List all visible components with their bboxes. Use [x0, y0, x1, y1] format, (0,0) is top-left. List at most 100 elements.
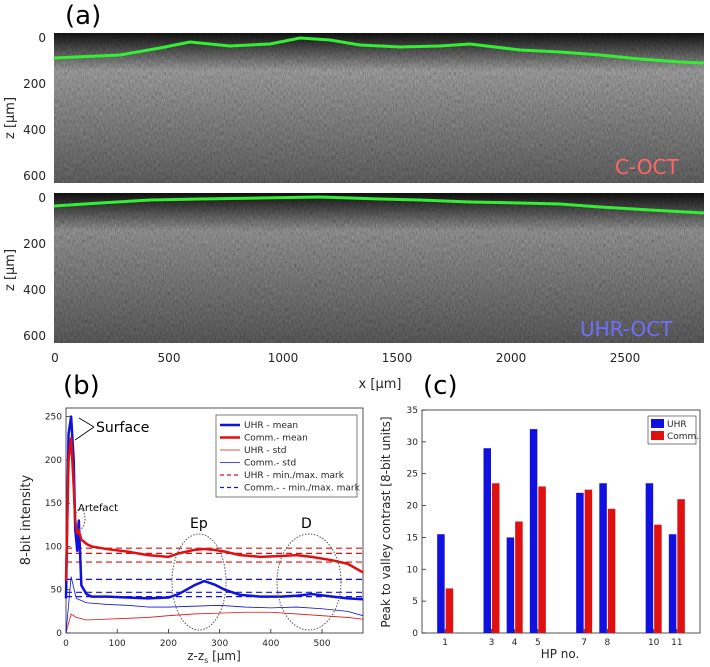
- ytick-b-250: 250: [45, 413, 62, 423]
- legend-b-label-2: UHR - std: [244, 446, 287, 456]
- xtick-c-7: 7: [581, 638, 587, 648]
- bar-plot-c: 0 5 10 15 20 25 30 35 1 3 4 5 7 8 10 11: [407, 406, 701, 648]
- ytick-bottom-200: 200: [23, 237, 46, 251]
- ytick-c-25: 25: [407, 470, 418, 480]
- ytick-bottom-600: 600: [23, 329, 46, 343]
- ytick-c-5: 5: [412, 597, 418, 607]
- annotation-surface-pointer: [78, 417, 95, 428]
- xtick-b-400: 400: [262, 639, 279, 649]
- xtick-c-11: 11: [671, 638, 682, 648]
- annotation-surface: Surface: [96, 420, 149, 436]
- panel-c-ylabel: Peak to valley contrast [8-bit units]: [379, 416, 393, 627]
- uhroct-image: UHR-OCT: [53, 193, 705, 343]
- coct-surface-line: [53, 36, 705, 65]
- bar-uhr-hp-3: [483, 448, 491, 633]
- xtick-c-5: 5: [535, 638, 541, 648]
- bar-uhr-hp-11: [668, 534, 677, 633]
- artefact-ellipse: [74, 508, 86, 530]
- annotation-surface-pointer-2: [74, 426, 95, 441]
- bar-uhr-hp-4: [506, 537, 515, 633]
- legend-b-label-5: Comm.- - min./max. mark: [244, 484, 361, 494]
- ytick-bottom-0: 0: [38, 191, 46, 205]
- xtick-a-2000: 2000: [496, 351, 527, 365]
- bar-comm-hp-8: [607, 508, 616, 633]
- bar-uhr-hp-7: [576, 492, 584, 633]
- panel-a-ylabel-top: z [μm]: [3, 97, 18, 139]
- ytick-c-35: 35: [407, 406, 418, 416]
- d-ellipse: [276, 533, 342, 631]
- xtick-b-0: 0: [63, 639, 69, 649]
- xtick-a-0: 0: [51, 351, 59, 365]
- ytick-top-200: 200: [23, 77, 46, 91]
- xtick-a-1000: 1000: [268, 351, 299, 365]
- bar-uhr-hp-1: [437, 534, 445, 633]
- bar-uhr-hp-10: [645, 483, 654, 633]
- xtick-c-10: 10: [648, 638, 660, 648]
- xtick-a-1500: 1500: [382, 351, 413, 365]
- legend-c-uhr-swatch: [651, 419, 664, 428]
- annotation-d: D: [301, 516, 312, 532]
- ytick-c-20: 20: [407, 502, 419, 512]
- legend-b-label-4: UHR - min./max. mark: [244, 471, 345, 481]
- ytick-b-100: 100: [45, 542, 62, 552]
- legend-b-label-1: Comm.- mean: [244, 434, 308, 444]
- ytick-top-400: 400: [23, 123, 46, 137]
- panel-a-xlabel: x [μm]: [359, 377, 402, 392]
- bar-comm-hp-1: [445, 588, 454, 633]
- ytick-b-50: 50: [51, 586, 63, 596]
- ytick-c-30: 30: [407, 438, 419, 448]
- panel-a-ylabel-bottom: z [μm]: [3, 249, 18, 291]
- line-plot-b: 0 100 200 300 400 500 0 50 100 150 200 250: [45, 407, 364, 649]
- legend-c-comm-label: Comm.: [667, 432, 699, 442]
- panel-a-yaxis-top: 0 200 400 600 z [μm]: [3, 31, 46, 183]
- panel-b-ylabel: 8-bit intensity: [19, 474, 34, 565]
- xtick-b-500: 500: [313, 639, 330, 649]
- ytick-top-600: 600: [23, 169, 46, 183]
- ep-ellipse: [171, 533, 227, 631]
- bar-comm-hp-5: [538, 486, 546, 633]
- ytick-c-0: 0: [412, 629, 418, 639]
- legend-c-uhr-label: UHR: [667, 420, 687, 430]
- xtick-c-3: 3: [489, 638, 495, 648]
- ytick-b-0: 0: [56, 629, 62, 639]
- bar-comm-hp-10: [654, 524, 662, 633]
- panel-b-label: (b): [63, 371, 100, 401]
- legend-c: UHR Comm.: [647, 415, 699, 445]
- xtick-b-300: 300: [211, 639, 228, 649]
- xtick-c-1: 1: [442, 638, 448, 648]
- legend-b: UHR - mean Comm.- mean UHR - std Comm.- std…: [215, 414, 361, 498]
- bar-comm-hp-7: [584, 489, 593, 633]
- xtick-c-8: 8: [604, 638, 610, 648]
- uhroct-surface-line: [53, 195, 705, 215]
- series-line-0: [64, 415, 364, 601]
- uhroct-label: UHR-OCT: [580, 317, 673, 341]
- xtick-a-500: 500: [158, 351, 181, 365]
- bar-uhr-hp-8: [599, 483, 607, 633]
- coct-image: C-OCT: [53, 33, 705, 183]
- panel-a-xaxis: 0 500 1000 1500 2000 2500 x [μm]: [51, 351, 640, 392]
- xtick-b-100: 100: [109, 639, 126, 649]
- annotation-artefact: Artefact: [78, 503, 118, 514]
- series-line-2: [65, 611, 364, 634]
- legend-c-comm-swatch: [651, 431, 664, 440]
- ytick-c-10: 10: [407, 565, 419, 575]
- panel-b-xlabel: z-zs [μm]: [187, 649, 241, 665]
- ytick-top-0: 0: [38, 31, 46, 45]
- bar-uhr-hp-5: [529, 429, 538, 633]
- xtick-a-2500: 2500: [610, 351, 641, 365]
- panel-a-label: (a): [65, 1, 101, 31]
- annotation-ep: Ep: [190, 516, 208, 532]
- bar-comm-hp-11: [677, 499, 685, 633]
- panel-c-xlabel: HP no.: [541, 647, 580, 661]
- series-line-3: [65, 576, 364, 634]
- coct-label: C-OCT: [615, 155, 679, 179]
- bar-comm-hp-3: [492, 483, 500, 633]
- xtick-b-200: 200: [160, 639, 177, 649]
- legend-b-label-0: UHR - mean: [244, 421, 298, 431]
- ytick-c-15: 15: [407, 533, 418, 543]
- ytick-bottom-400: 400: [23, 283, 46, 297]
- legend-b-label-3: Comm.- std: [244, 459, 296, 469]
- ytick-b-150: 150: [45, 499, 62, 509]
- xtick-c-4: 4: [512, 638, 518, 648]
